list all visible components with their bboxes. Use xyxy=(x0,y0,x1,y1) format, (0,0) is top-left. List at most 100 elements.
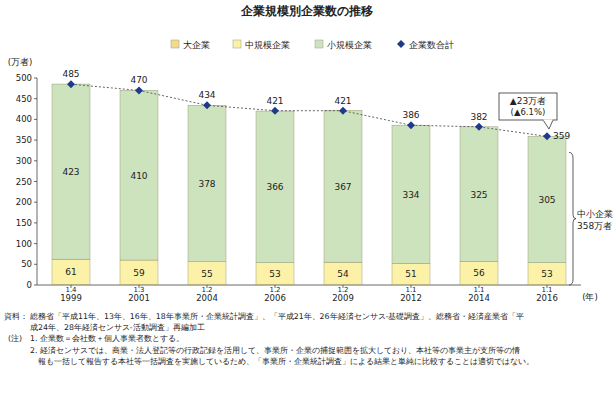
data-label: 410 xyxy=(130,171,147,181)
y-tick-label: 50 xyxy=(21,259,32,269)
data-label: 378 xyxy=(198,179,215,189)
x-tick-label: 2012 xyxy=(400,293,422,303)
line-marker xyxy=(67,80,75,88)
data-label: 367 xyxy=(334,182,351,192)
annotation: (▲6.1%) xyxy=(511,107,546,117)
data-labels: 1.41.31.21.21.21.11.11.16159555354515653… xyxy=(62,69,570,294)
x-tick-label: 2009 xyxy=(332,293,354,303)
x-tick-label: 2004 xyxy=(196,293,218,303)
data-label: 305 xyxy=(538,195,555,205)
y-tick-label: 350 xyxy=(16,135,32,145)
y-tick xyxy=(34,78,37,79)
data-label: 470 xyxy=(130,75,147,85)
data-label: 1.2 xyxy=(269,286,280,294)
note-line: 2. 経済センサスでは、商業・法人登記等の行政記録を活用して、事業所・企業の捕捉… xyxy=(30,346,520,355)
y-tick-label: 400 xyxy=(16,114,32,124)
bar-segment xyxy=(188,105,226,261)
data-label: 423 xyxy=(62,167,79,177)
y-tick-label: 100 xyxy=(16,239,32,249)
y-tick-label: 250 xyxy=(16,177,32,187)
data-label: 56 xyxy=(473,268,485,278)
data-label: 334 xyxy=(402,190,419,200)
y-tick-label: 300 xyxy=(16,156,32,166)
data-label: 54 xyxy=(337,269,349,279)
x-axis xyxy=(37,285,581,286)
line-marker xyxy=(135,86,143,94)
data-label: 1.2 xyxy=(201,286,212,294)
y-tick xyxy=(34,119,37,120)
bar-segment xyxy=(460,127,498,262)
title: 企業規模別企業数の推移 xyxy=(240,4,373,18)
total-line xyxy=(71,84,547,136)
bar-segment xyxy=(392,125,430,263)
x-tick-label: 2014 xyxy=(468,293,490,303)
legend-swatch xyxy=(171,40,179,48)
x-axis-label: (年) xyxy=(582,292,598,302)
plot-area xyxy=(52,80,566,285)
data-label: 421 xyxy=(334,96,351,106)
data-label: 53 xyxy=(541,269,552,279)
x-tick-label: 1999 xyxy=(60,293,82,303)
data-label: 1.1 xyxy=(541,286,552,294)
data-label: 386 xyxy=(402,110,419,120)
legend-label: 企業数合計 xyxy=(409,40,454,50)
source-label: 資料： xyxy=(4,312,28,321)
notes-label: (注) xyxy=(8,334,22,343)
line-marker xyxy=(339,107,347,115)
y-tick-label: 0 xyxy=(27,280,32,290)
y-tick xyxy=(34,202,37,203)
y-tick-label: 200 xyxy=(16,197,32,207)
note-line: 報も一括して報告する本社等一括調査を実施しているため、「事業所・企業統計調査」に… xyxy=(38,357,534,366)
bar-segment xyxy=(52,259,90,284)
bar-segment xyxy=(52,84,90,259)
legend-marker xyxy=(397,40,405,48)
data-label: 421 xyxy=(266,96,283,106)
legend-swatch xyxy=(315,40,323,48)
data-label: 1.1 xyxy=(473,286,484,294)
bar-segment xyxy=(460,261,498,284)
y-tick xyxy=(34,243,37,244)
data-label: 434 xyxy=(198,90,215,100)
bar-segment xyxy=(324,262,362,284)
y-axis-label: (万者) xyxy=(8,57,33,67)
annotation: 中小企業 xyxy=(577,209,613,219)
data-label: 59 xyxy=(133,268,145,278)
data-label: 55 xyxy=(201,269,212,279)
y-tick xyxy=(34,160,37,161)
data-label: 485 xyxy=(62,69,79,79)
data-label: 61 xyxy=(65,267,76,277)
legend-label: 大企業 xyxy=(183,40,210,50)
annotation-pointer xyxy=(543,120,553,129)
legend-label: 中規模企業 xyxy=(245,40,290,50)
data-label: 325 xyxy=(470,190,487,200)
annotation-pointer-cover xyxy=(544,119,553,120)
y-tick-label: 500 xyxy=(16,73,32,83)
line-marker xyxy=(475,123,483,131)
annotation: ▲23万者 xyxy=(510,96,546,106)
bar-segment xyxy=(120,90,158,260)
y-tick xyxy=(34,285,37,286)
annotation-box xyxy=(499,93,557,120)
source-line: 成24年、28年経済センサス‐活動調査」再編加工 xyxy=(30,323,205,332)
bar-segment xyxy=(188,262,226,285)
bar-segment xyxy=(256,111,294,263)
source-line: 総務省「平成11年、13年、16年、18年事業所・企業統計調査」、「平成21年、… xyxy=(29,312,524,321)
data-label: 382 xyxy=(470,112,487,122)
note-line: 1. 企業数＝会社数＋個人事業者数とする。 xyxy=(30,334,184,343)
y-tick xyxy=(34,98,37,99)
x-tick-label: 2016 xyxy=(536,293,558,303)
data-label: 359 xyxy=(553,131,570,141)
bar-segment xyxy=(528,136,566,262)
x-tick-label: 2001 xyxy=(128,293,150,303)
bar-segment xyxy=(120,260,158,284)
bar-segment xyxy=(324,110,362,262)
data-label: 366 xyxy=(266,182,283,192)
data-label: 51 xyxy=(405,269,416,279)
x-tick-label: 2006 xyxy=(264,293,286,303)
data-label: 1.4 xyxy=(65,286,77,294)
line-marker xyxy=(543,132,551,140)
y-tick xyxy=(34,140,37,141)
bar-segment xyxy=(528,263,566,285)
y-tick-label: 450 xyxy=(16,94,32,104)
y-tick xyxy=(34,264,37,265)
